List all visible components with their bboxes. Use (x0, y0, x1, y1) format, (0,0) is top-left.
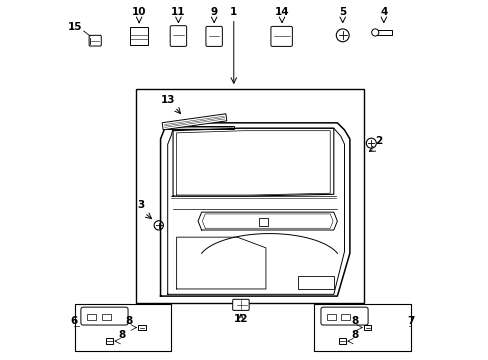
Bar (364, 325, 370, 330)
Bar (135, 89, 364, 303)
FancyBboxPatch shape (81, 307, 128, 325)
FancyBboxPatch shape (232, 299, 248, 310)
FancyBboxPatch shape (270, 26, 292, 46)
Bar (138, 325, 145, 330)
Bar (258, 217, 267, 226)
FancyBboxPatch shape (205, 26, 222, 46)
Text: 11: 11 (171, 7, 185, 17)
Text: 9: 9 (210, 7, 217, 17)
Text: 10: 10 (132, 8, 146, 18)
Bar (326, 314, 335, 320)
Text: 6: 6 (70, 316, 77, 327)
Bar (87, 314, 96, 320)
Bar (338, 338, 345, 344)
Bar (130, 27, 148, 45)
Text: 12: 12 (233, 314, 248, 324)
FancyBboxPatch shape (320, 307, 367, 325)
Bar (298, 276, 333, 289)
Text: 3: 3 (137, 201, 144, 210)
Text: 15: 15 (67, 22, 82, 32)
Text: 8: 8 (351, 316, 358, 327)
Bar (102, 314, 110, 320)
Bar (75, 304, 171, 351)
Polygon shape (165, 126, 233, 129)
Bar (374, 30, 391, 35)
Bar (340, 314, 349, 320)
Bar (313, 304, 410, 351)
Text: 8: 8 (125, 316, 133, 327)
Text: 2: 2 (374, 136, 381, 146)
Text: 8: 8 (119, 330, 126, 340)
Polygon shape (162, 114, 226, 130)
Circle shape (371, 29, 378, 36)
Text: 7: 7 (407, 316, 414, 327)
Text: 1: 1 (230, 7, 237, 17)
Bar (106, 338, 113, 344)
Text: 14: 14 (274, 7, 289, 17)
FancyBboxPatch shape (89, 35, 101, 46)
Text: 5: 5 (338, 7, 346, 17)
FancyBboxPatch shape (170, 26, 186, 46)
Text: 13: 13 (160, 95, 175, 105)
Text: 8: 8 (351, 330, 358, 340)
Text: 4: 4 (379, 7, 386, 17)
